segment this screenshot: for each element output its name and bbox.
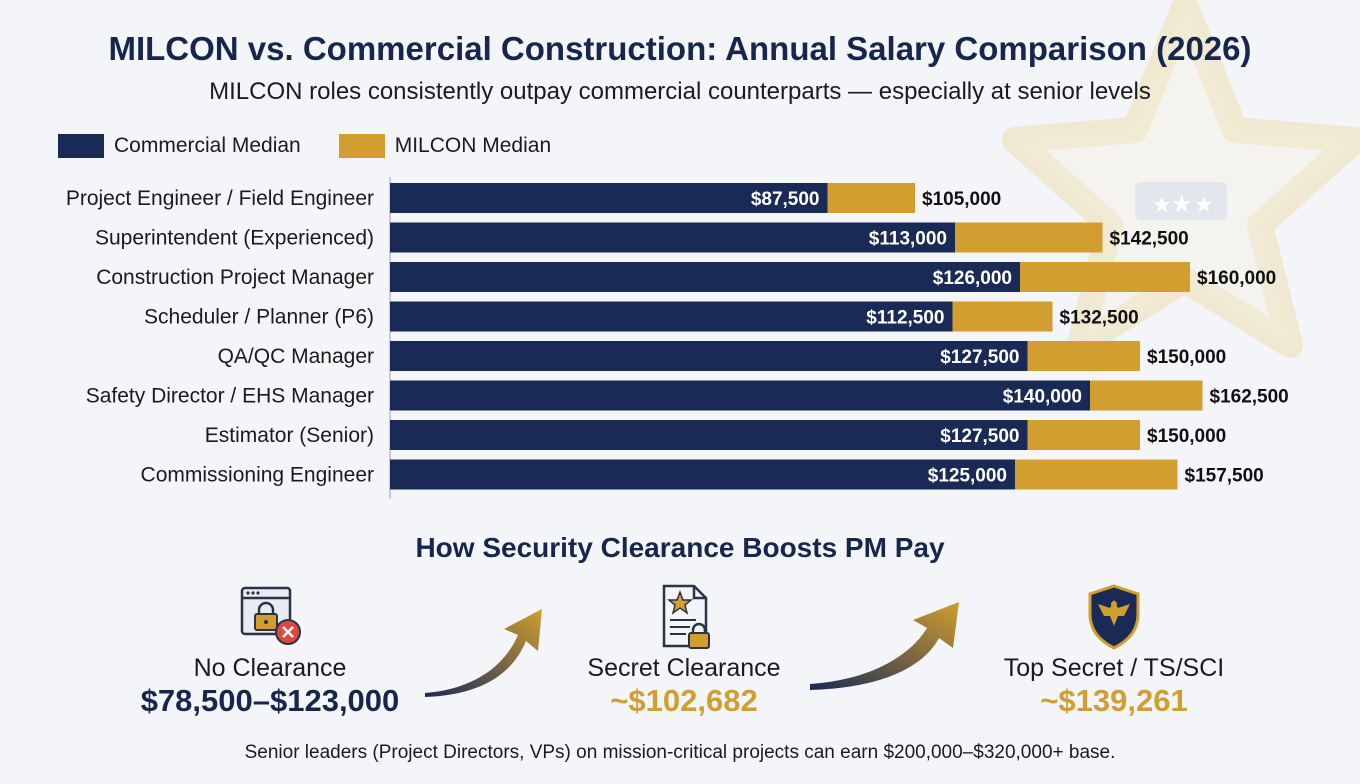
category-label: Superintendent (Experienced) — [95, 227, 374, 250]
category-label: Construction Project Manager — [96, 266, 374, 289]
tier-salary: $78,500–$123,000 — [140, 683, 400, 718]
data-label-commercial: $112,500 — [866, 308, 944, 329]
curved-up-arrow-icon — [425, 609, 542, 697]
bar-commercial — [390, 420, 1028, 450]
svg-text:★: ★ — [1171, 190, 1193, 218]
tier-secret-clearance: Secret Clearance ~$102,682 — [524, 582, 844, 719]
bar-commercial — [390, 183, 828, 213]
tier-label: Secret Clearance — [587, 654, 781, 682]
chart-subtitle: MILCON roles consistently outpay commerc… — [209, 78, 1151, 105]
data-label-commercial: $113,000 — [869, 229, 947, 250]
bar-commercial — [390, 341, 1028, 371]
tier-no-clearance: No Clearance $78,500–$123,000 — [110, 582, 430, 719]
document-star-lock-icon — [662, 584, 710, 649]
category-label: Project Engineer / Field Engineer — [66, 187, 374, 210]
tier-label: No Clearance — [193, 654, 347, 682]
data-label-milcon: $105,000 — [922, 189, 1001, 210]
footnote: Senior leaders (Project Directors, VPs) … — [244, 742, 1116, 763]
bar-commercial — [390, 262, 1020, 292]
category-label: Commissioning Engineer — [141, 464, 374, 487]
data-label-commercial: $125,000 — [928, 466, 1007, 487]
tier-salary: ~$102,682 — [610, 683, 758, 718]
bar-commercial — [390, 301, 953, 332]
bar-chart: Project Engineer / Field Engineer $87,500… — [66, 177, 1289, 499]
category-label: Estimator (Senior) — [205, 424, 374, 447]
category-label: QA/QC Manager — [218, 345, 374, 368]
data-label-milcon: $162,500 — [1210, 387, 1289, 408]
tier-salary: ~$139,261 — [1040, 683, 1188, 718]
tier-label: Top Secret / TS/SCI — [1003, 654, 1225, 682]
svg-text:★: ★ — [1194, 193, 1214, 218]
category-label: Scheduler / Planner (P6) — [144, 306, 374, 329]
curved-up-arrow-icon — [810, 602, 959, 690]
data-label-milcon: $150,000 — [1147, 426, 1226, 447]
legend-label-milcon: MILCON Median — [394, 134, 552, 157]
data-label-commercial: $127,500 — [940, 426, 1019, 447]
data-label-milcon: $132,500 — [1060, 308, 1139, 329]
legend-item-milcon: MILCON Median — [338, 134, 552, 158]
data-label-commercial: $127,500 — [940, 347, 1019, 368]
svg-text:★: ★ — [1152, 193, 1172, 218]
chart-legend: Commercial Median MILCON Median — [58, 134, 589, 158]
browser-lock-denied-icon — [240, 586, 301, 645]
bar-commercial — [390, 380, 1090, 411]
clearance-section-title: How Security Clearance Boosts PM Pay — [415, 532, 945, 563]
tier-top-secret: Top Secret / TS/SCI ~$139,261 — [954, 582, 1274, 719]
bar-commercial — [390, 222, 955, 253]
legend-swatch-commercial — [58, 134, 104, 158]
data-label-milcon: $142,500 — [1110, 229, 1189, 250]
data-label-commercial: $126,000 — [933, 268, 1012, 289]
data-label-milcon: $160,000 — [1197, 268, 1276, 289]
legend-item-commercial: Commercial Median — [58, 134, 301, 158]
data-label-milcon: $157,500 — [1185, 466, 1264, 487]
chart-title: MILCON vs. Commercial Construction: Annu… — [108, 30, 1252, 67]
legend-swatch-milcon — [338, 134, 385, 158]
data-label-commercial: $140,000 — [1003, 387, 1082, 408]
data-label-milcon: $150,000 — [1147, 347, 1226, 368]
bar-commercial — [390, 459, 1015, 490]
data-label-commercial: $87,500 — [751, 189, 820, 210]
category-label: Safety Director / EHS Manager — [86, 385, 374, 408]
legend-label-commercial: Commercial Median — [114, 134, 301, 157]
eagle-shield-icon — [1088, 584, 1140, 650]
